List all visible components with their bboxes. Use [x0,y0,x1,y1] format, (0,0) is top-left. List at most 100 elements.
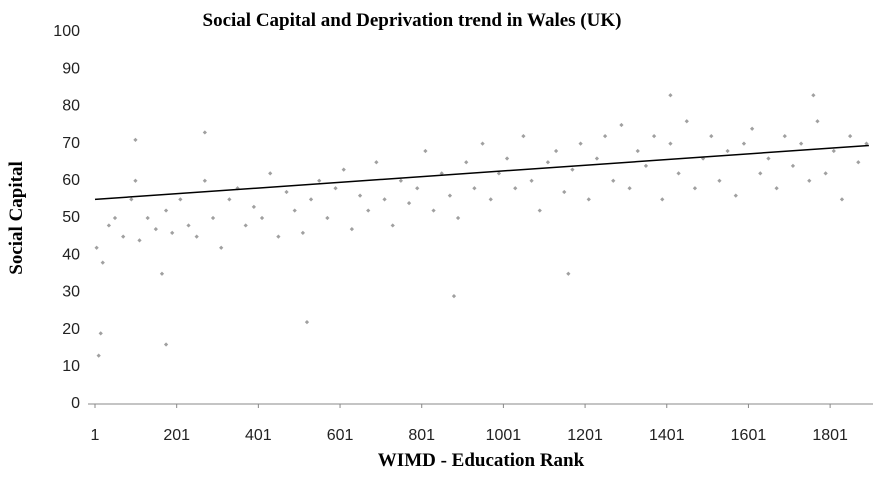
x-tick-label: 1201 [567,427,603,444]
scatter-point [578,141,583,146]
scatter-point [304,320,310,325]
scatter-point [586,197,591,202]
trendline [94,144,869,201]
scatter-point [227,197,232,202]
y-tick-label: 80 [62,98,80,115]
scatter-point [121,234,126,239]
y-tick-label: 60 [62,172,80,189]
scatter-point [566,271,571,276]
scatter-point [300,230,305,236]
scatter-point [390,223,395,228]
scatter-point [709,134,714,139]
y-tick-label: 100 [53,23,80,40]
scatter-point [202,178,207,183]
scatter-point [864,141,869,146]
scatter-point [153,227,158,232]
scatter-point [811,93,816,98]
scatter-point [94,245,99,250]
scatter-point [692,186,698,191]
scatter-point [357,193,363,198]
scatter-point [268,171,273,176]
y-tick-label: 20 [62,321,80,338]
y-tick-label: 10 [62,358,80,375]
scatter-point [717,178,722,183]
scatter-point [163,342,169,347]
scatter-point [423,148,428,154]
scatter-point [537,208,542,213]
scatter-point [251,204,256,209]
scatter-point [848,134,853,139]
scatter-point [839,197,845,202]
scatter-point [431,208,436,213]
scatter-point [219,245,224,250]
scatter-point [815,119,820,124]
scatter-point [725,148,730,154]
scatter-point [472,186,477,191]
scatter-point [594,156,600,161]
scatter-point [170,230,175,236]
scatter-point [259,215,265,221]
scatter-point [807,178,812,183]
x-tick-label: 801 [408,427,435,444]
scatter-point [374,160,379,165]
y-tick-label: 30 [62,284,80,301]
scatter-point [774,186,779,191]
scatter-point [133,137,138,143]
scatter-point [504,156,510,161]
scatter-point [758,171,763,176]
scatter-point [602,134,608,139]
scatter-point [619,122,624,128]
x-tick-label: 601 [327,427,354,444]
scatter-point [643,163,649,169]
scatter-point [186,223,191,228]
scatter-point [562,189,567,195]
scatter-point [635,148,640,154]
scatter-point [137,238,142,243]
scatter-point [98,331,103,336]
scatter-point [159,271,165,276]
scatter-point [611,178,616,183]
scatter-point [823,171,828,176]
y-tick-label: 40 [62,246,80,263]
scatter-point [292,208,297,213]
scatter-point [210,215,216,221]
scatter-point [513,186,518,191]
scatter-point [455,215,461,221]
scatter-point [496,171,502,176]
y-tick-label: 0 [71,395,80,412]
scatter-point [333,186,338,191]
scatter-point [831,148,836,154]
scatter-point [553,148,559,154]
x-tick-label: 401 [245,427,272,444]
y-tick-label: 50 [62,209,80,226]
y-axis-title: Social Capital [6,161,27,274]
x-tick-label: 1601 [731,427,767,444]
x-tick-label: 201 [163,427,190,444]
scatter-point [651,134,657,139]
scatter-point [799,141,804,146]
scatter-point [415,186,420,191]
scatter-point [398,178,404,183]
scatter-point [202,130,207,135]
scatter-point [782,134,787,139]
scatter-point [447,193,453,198]
scatter-point [100,260,105,265]
scatter-point [451,293,457,299]
scatter-point [106,223,112,228]
scatter-point [349,227,355,232]
scatter-point [317,178,322,183]
y-tick-label: 70 [62,135,80,152]
scatter-point [243,223,248,228]
scatter-point [366,208,371,213]
scatter-point [194,234,199,239]
scatter-point [145,215,150,221]
x-tick-label: 1001 [486,427,522,444]
scatter-point [308,197,314,202]
x-tick-label: 1801 [812,427,848,444]
scatter-point [790,163,796,169]
scatter-point [276,234,281,239]
scatter-point [856,160,861,165]
scatter-point [163,208,169,213]
scatter-point [668,141,673,146]
